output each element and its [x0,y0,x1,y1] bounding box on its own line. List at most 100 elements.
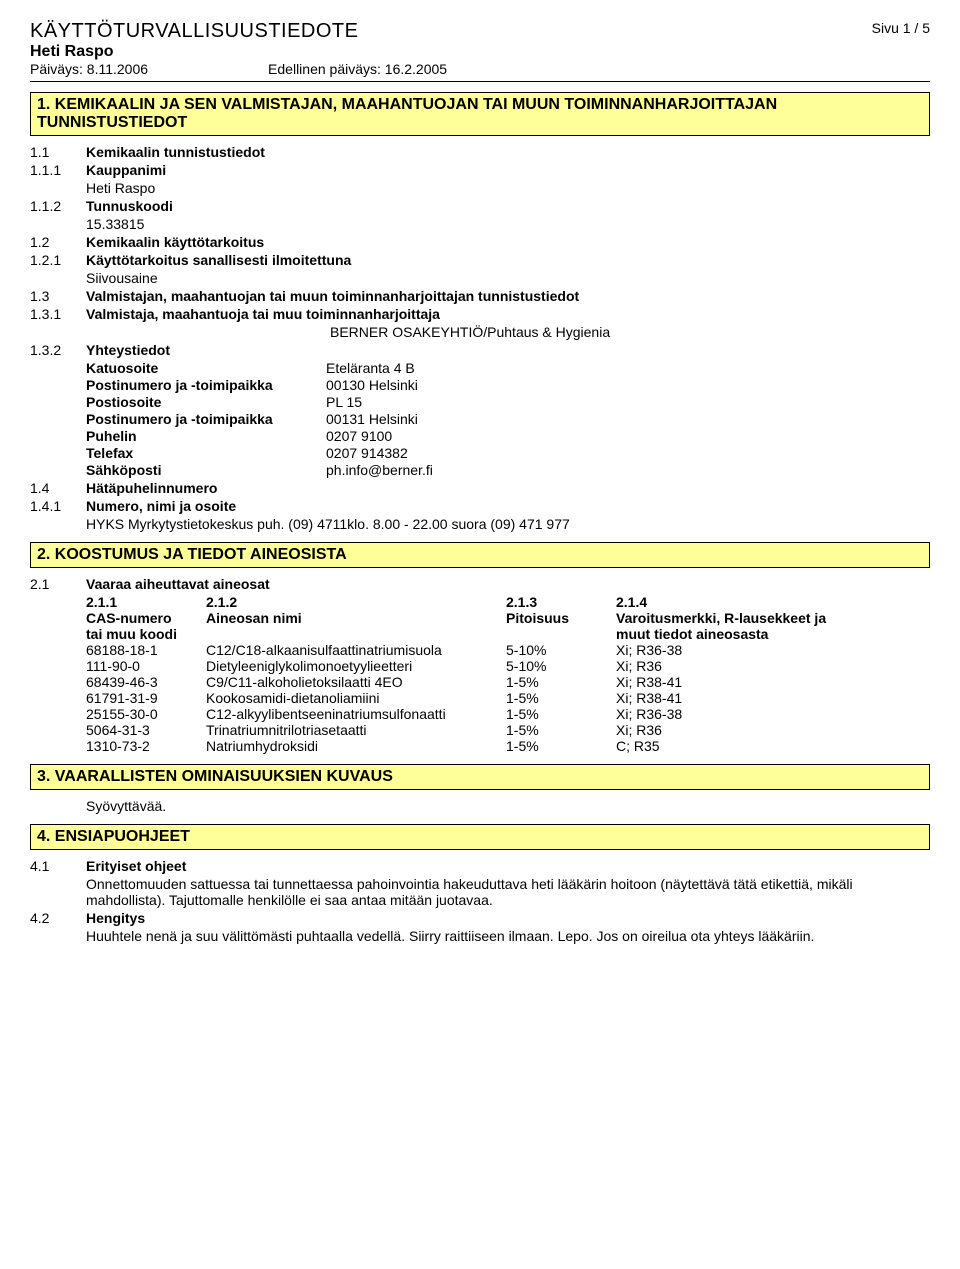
num: 1.2 [30,234,86,250]
cell: Xi; R38-41 [616,674,930,690]
h213: 2.1.3 [506,594,616,610]
k-post1: Postinumero ja -toimipaikka [86,377,326,393]
num: 4.2 [30,910,86,926]
date-current: Päiväys: 8.11.2006 [30,61,148,77]
hc4b: muut tiedot aineosasta [616,626,930,642]
k-tel: Puhelin [86,428,326,444]
cell: 1-5% [506,690,616,706]
label: Valmistajan, maahantuojan tai muun toimi… [86,288,579,304]
label: Hätäpuhelinnumero [86,480,217,496]
cell: C; R35 [616,738,930,754]
hc4a: Varoitusmerkki, R-lausekkeet ja [616,610,930,626]
cell: 5-10% [506,642,616,658]
table-row: 1310-73-2Natriumhydroksidi1-5%C; R35 [86,738,930,754]
section-2-head: 2. KOOSTUMUS JA TIEDOT AINEOSISTA [30,542,930,568]
table-row: 61791-31-9Kookosamidi-dietanoliamiini1-5… [86,690,930,706]
label: Kemikaalin tunnistustiedot [86,144,265,160]
cell: Trinatriumnitrilotriasetaatti [206,722,506,738]
page-number: Sivu 1 / 5 [872,20,930,36]
num: 2.1 [30,576,86,592]
label: Vaaraa aiheuttavat aineosat [86,576,270,592]
cell: C12-alkyylibentseeninatriumsulfonaatti [206,706,506,722]
value: 15.33815 [86,216,930,232]
num: 1.3.2 [30,342,86,358]
table-row: 111-90-0Dietyleeniglykolimonoetyylieette… [86,658,930,674]
num: 1.1 [30,144,86,160]
value: Onnettomuuden sattuessa tai tunnettaessa… [86,876,930,908]
cell: 1-5% [506,706,616,722]
k-street: Katuosoite [86,360,326,376]
k-mail: Sähköposti [86,462,326,478]
k-box: Postiosoite [86,394,326,410]
cell: Xi; R36-38 [616,642,930,658]
num: 1.3 [30,288,86,304]
hc2: Aineosan nimi [206,610,506,626]
hc1a: CAS-numero [86,610,206,626]
label: Numero, nimi ja osoite [86,498,236,514]
cell: 25155-30-0 [86,706,206,722]
v-mail: ph.info@berner.fi [326,462,433,478]
label: Käyttötarkoitus sanallisesti ilmoitettun… [86,252,351,268]
product-name: Heti Raspo [30,43,930,61]
h211: 2.1.1 [86,594,206,610]
label: Valmistaja, maahantuoja tai muu toiminna… [86,306,440,322]
num: 1.4.1 [30,498,86,514]
v-street: Eteläranta 4 B [326,360,415,376]
cell: 111-90-0 [86,658,206,674]
cell: Xi; R36 [616,722,930,738]
cell: 61791-31-9 [86,690,206,706]
label: Kemikaalin käyttötarkoitus [86,234,264,250]
value: BERNER OSAKEYHTIÖ/Puhtaus & Hygienia [330,324,930,340]
table-row: 5064-31-3Trinatriumnitrilotriasetaatti1-… [86,722,930,738]
cell: 1-5% [506,674,616,690]
cell: Xi; R36 [616,658,930,674]
composition-table: CAS-numero Aineosan nimi Pitoisuus Varoi… [86,610,930,754]
label: Erityiset ohjeet [86,858,186,874]
cell: Xi; R38-41 [616,690,930,706]
section-1-head: 1. KEMIKAALIN JA SEN VALMISTAJAN, MAAHAN… [30,92,930,136]
table-row: 68188-18-1C12/C18-alkaanisulfaattinatriu… [86,642,930,658]
cell: C12/C18-alkaanisulfaattinatriumisuola [206,642,506,658]
num: 1.2.1 [30,252,86,268]
v-post1: 00130 Helsinki [326,377,418,393]
label: Tunnuskoodi [86,198,173,214]
value: Huuhtele nenä ja suu välittömästi puhtaa… [86,928,930,944]
v-fax: 0207 914382 [326,445,408,461]
k-fax: Telefax [86,445,326,461]
hc3: Pitoisuus [506,610,616,626]
cell: 68439-46-3 [86,674,206,690]
value: Siivousaine [86,270,930,286]
cell: C9/C11-alkoholietoksilaatti 4EO [206,674,506,690]
label: Kauppanimi [86,162,166,178]
cell: 68188-18-1 [86,642,206,658]
label: Hengitys [86,910,145,926]
header-divider [30,81,930,82]
value: HYKS Myrkytystietokeskus puh. (09) 4711k… [86,516,930,532]
h212: 2.1.2 [206,594,506,610]
cell: Natriumhydroksidi [206,738,506,754]
v-post2: 00131 Helsinki [326,411,418,427]
value: Heti Raspo [86,180,930,196]
cell: 1-5% [506,738,616,754]
table-row: 25155-30-0C12-alkyylibentseeninatriumsul… [86,706,930,722]
num: 1.3.1 [30,306,86,322]
num: 4.1 [30,858,86,874]
v-tel: 0207 9100 [326,428,392,444]
cell: 5-10% [506,658,616,674]
cell: 1-5% [506,722,616,738]
v-box: PL 15 [326,394,362,410]
document-header: KÄYTTÖTURVALLISUUSTIEDOTE Heti Raspo Päi… [30,20,930,77]
table-row: 68439-46-3C9/C11-alkoholietoksilaatti 4E… [86,674,930,690]
date-previous: Edellinen päiväys: 16.2.2005 [268,61,447,77]
num: 1.1.1 [30,162,86,178]
cell: Xi; R36-38 [616,706,930,722]
num: 1.4 [30,480,86,496]
section-4-head: 4. ENSIAPUOHJEET [30,824,930,850]
k-post2: Postinumero ja -toimipaikka [86,411,326,427]
hc1b: tai muu koodi [86,626,206,642]
doc-title: KÄYTTÖTURVALLISUUSTIEDOTE [30,20,930,43]
section-3-head: 3. VAARALLISTEN OMINAISUUKSIEN KUVAUS [30,764,930,790]
cell: Dietyleeniglykolimonoetyylieetteri [206,658,506,674]
s3-body: Syövyttävää. [86,798,930,814]
cell: Kookosamidi-dietanoliamiini [206,690,506,706]
